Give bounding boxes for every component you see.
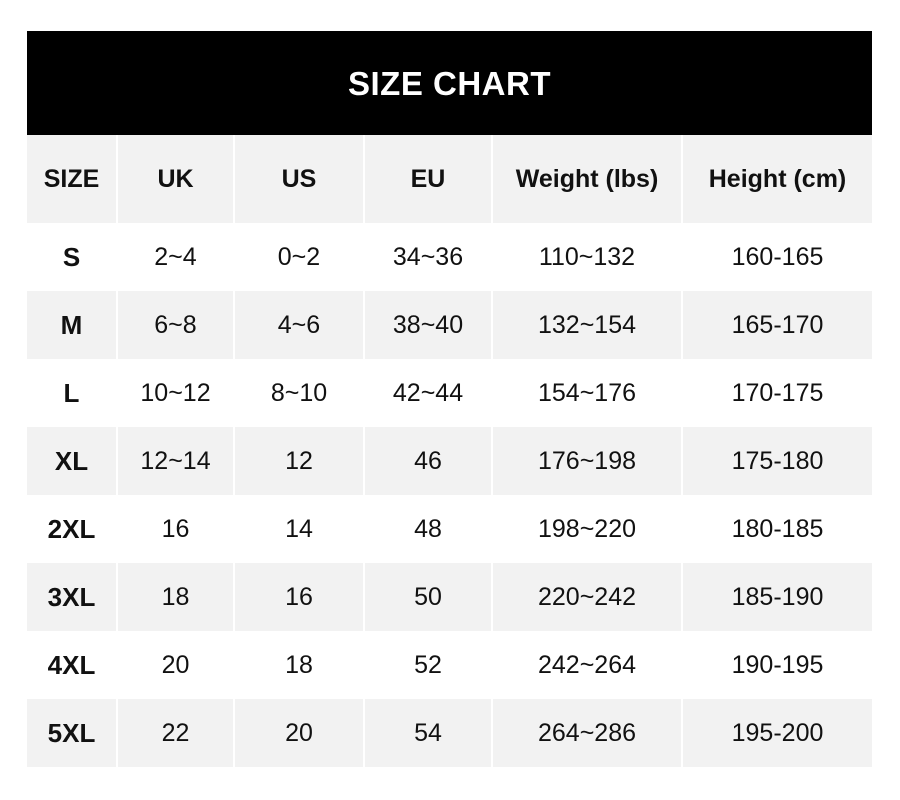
cell-size: 3XL (27, 563, 118, 631)
table-row: M 6~8 4~6 38~40 132~154 165-170 (27, 291, 872, 359)
table-body: S 2~4 0~2 34~36 110~132 160-165 M 6~8 4~6 38~40 13… (27, 223, 872, 767)
cell-eu: 34~36 (365, 223, 493, 291)
cell-uk: 20 (118, 631, 235, 699)
page-title: SIZE CHART (348, 64, 551, 102)
cell-us: 0~2 (235, 223, 365, 291)
cell-height: 185-190 (683, 563, 872, 631)
size-chart-title-bar: SIZE CHART (27, 31, 872, 135)
cell-weight: 242~264 (493, 631, 683, 699)
column-header-uk: UK (118, 135, 235, 223)
size-chart-table: SIZE UK US EU Weight (lbs) Height (cm) S 2~4 0~… (27, 135, 872, 767)
cell-weight: 220~242 (493, 563, 683, 631)
cell-us: 4~6 (235, 291, 365, 359)
cell-size: 5XL (27, 699, 118, 767)
cell-size: 4XL (27, 631, 118, 699)
cell-weight: 132~154 (493, 291, 683, 359)
cell-height: 170-175 (683, 359, 872, 427)
cell-us: 14 (235, 495, 365, 563)
column-header-eu: EU (365, 135, 493, 223)
cell-height: 160-165 (683, 223, 872, 291)
cell-height: 165-170 (683, 291, 872, 359)
column-header-height: Height (cm) (683, 135, 872, 223)
cell-size: 2XL (27, 495, 118, 563)
cell-eu: 48 (365, 495, 493, 563)
cell-uk: 12~14 (118, 427, 235, 495)
cell-us: 12 (235, 427, 365, 495)
table-header: SIZE UK US EU Weight (lbs) Height (cm) (27, 135, 872, 223)
cell-eu: 42~44 (365, 359, 493, 427)
column-header-us: US (235, 135, 365, 223)
cell-size: XL (27, 427, 118, 495)
cell-uk: 22 (118, 699, 235, 767)
table-row: L 10~12 8~10 42~44 154~176 170-175 (27, 359, 872, 427)
column-header-weight: Weight (lbs) (493, 135, 683, 223)
table-row: 2XL 16 14 48 198~220 180-185 (27, 495, 872, 563)
cell-uk: 10~12 (118, 359, 235, 427)
cell-size: S (27, 223, 118, 291)
cell-size: M (27, 291, 118, 359)
table-row: 3XL 18 16 50 220~242 185-190 (27, 563, 872, 631)
cell-weight: 110~132 (493, 223, 683, 291)
cell-us: 18 (235, 631, 365, 699)
table-row: S 2~4 0~2 34~36 110~132 160-165 (27, 223, 872, 291)
size-chart: SIZE CHART SIZE UK US EU Weight (lbs) Height … (27, 31, 872, 767)
cell-weight: 264~286 (493, 699, 683, 767)
cell-height: 190-195 (683, 631, 872, 699)
cell-weight: 198~220 (493, 495, 683, 563)
cell-weight: 154~176 (493, 359, 683, 427)
cell-uk: 6~8 (118, 291, 235, 359)
cell-us: 20 (235, 699, 365, 767)
table-row: XL 12~14 12 46 176~198 175-180 (27, 427, 872, 495)
cell-uk: 2~4 (118, 223, 235, 291)
cell-eu: 54 (365, 699, 493, 767)
cell-height: 195-200 (683, 699, 872, 767)
cell-uk: 18 (118, 563, 235, 631)
table-header-row: SIZE UK US EU Weight (lbs) Height (cm) (27, 135, 872, 223)
cell-eu: 50 (365, 563, 493, 631)
cell-height: 175-180 (683, 427, 872, 495)
column-header-size: SIZE (27, 135, 118, 223)
cell-weight: 176~198 (493, 427, 683, 495)
cell-us: 8~10 (235, 359, 365, 427)
cell-eu: 46 (365, 427, 493, 495)
table-row: 4XL 20 18 52 242~264 190-195 (27, 631, 872, 699)
cell-eu: 38~40 (365, 291, 493, 359)
table-row: 5XL 22 20 54 264~286 195-200 (27, 699, 872, 767)
cell-size: L (27, 359, 118, 427)
cell-uk: 16 (118, 495, 235, 563)
cell-eu: 52 (365, 631, 493, 699)
cell-height: 180-185 (683, 495, 872, 563)
cell-us: 16 (235, 563, 365, 631)
